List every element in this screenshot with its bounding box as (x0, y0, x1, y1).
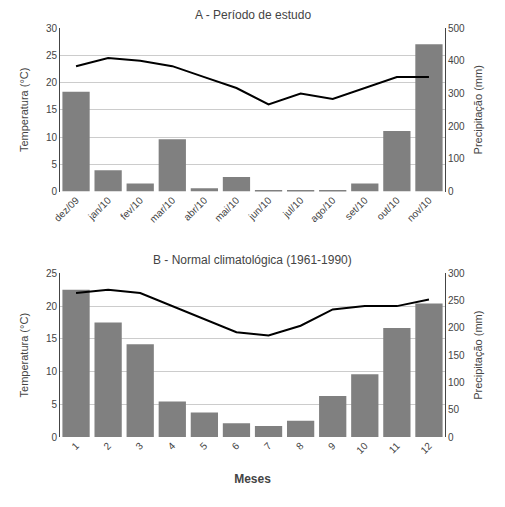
svg-text:300: 300 (448, 88, 465, 99)
svg-text:10: 10 (46, 366, 58, 377)
svg-text:jul/10: jul/10 (280, 194, 306, 220)
svg-text:20: 20 (46, 77, 58, 88)
svg-text:10: 10 (46, 132, 58, 143)
svg-text:30: 30 (46, 23, 58, 34)
svg-text:jun/10: jun/10 (246, 194, 274, 222)
svg-text:Precipitação (mm): Precipitação (mm) (473, 311, 485, 400)
svg-text:5: 5 (51, 399, 57, 410)
svg-text:Temperatura (°C): Temperatura (°C) (18, 313, 30, 397)
svg-text:2: 2 (101, 440, 113, 452)
svg-text:A - Período de estudo: A - Período de estudo (195, 8, 311, 22)
svg-text:12: 12 (418, 440, 434, 456)
svg-text:nov/10: nov/10 (405, 194, 434, 223)
svg-text:6: 6 (230, 440, 242, 452)
svg-text:Precipitação (mm): Precipitação (mm) (473, 65, 485, 154)
svg-text:8: 8 (294, 440, 306, 452)
svg-text:Temperatura (°C): Temperatura (°C) (18, 68, 30, 152)
svg-text:1: 1 (69, 440, 81, 452)
svg-text:mar/10: mar/10 (147, 194, 177, 224)
svg-text:250: 250 (448, 295, 465, 306)
svg-text:9: 9 (326, 440, 338, 452)
svg-text:0: 0 (51, 186, 57, 197)
svg-text:5: 5 (198, 440, 210, 452)
svg-text:100: 100 (448, 153, 465, 164)
svg-text:B - Normal climatológica (1961: B - Normal climatológica (1961-1990) (153, 253, 352, 267)
svg-text:abr/10: abr/10 (181, 194, 209, 222)
svg-text:out/10: out/10 (374, 194, 402, 222)
svg-text:100: 100 (448, 377, 465, 388)
svg-text:Meses: Meses (234, 472, 271, 486)
svg-text:15: 15 (46, 104, 58, 115)
svg-text:0: 0 (51, 432, 57, 443)
svg-text:400: 400 (448, 55, 465, 66)
svg-text:50: 50 (448, 404, 460, 415)
svg-text:mai/10: mai/10 (212, 194, 241, 223)
svg-text:200: 200 (448, 121, 465, 132)
svg-text:200: 200 (448, 322, 465, 333)
svg-text:set/10: set/10 (343, 194, 370, 221)
svg-text:3: 3 (133, 440, 145, 452)
svg-text:dez/09: dez/09 (52, 194, 81, 223)
svg-text:ago/10: ago/10 (308, 194, 338, 224)
svg-text:25: 25 (46, 50, 58, 61)
svg-text:4: 4 (166, 440, 178, 452)
svg-text:10: 10 (354, 440, 370, 456)
svg-text:5: 5 (51, 159, 57, 170)
svg-text:20: 20 (46, 301, 58, 312)
svg-text:0: 0 (448, 432, 454, 443)
svg-text:15: 15 (46, 333, 58, 344)
svg-text:300: 300 (448, 268, 465, 279)
svg-text:jan/10: jan/10 (85, 194, 113, 222)
svg-text:150: 150 (448, 350, 465, 361)
svg-text:11: 11 (387, 440, 402, 455)
svg-text:7: 7 (262, 440, 274, 452)
svg-text:fev/10: fev/10 (118, 194, 145, 221)
svg-text:0: 0 (448, 186, 454, 197)
svg-text:500: 500 (448, 23, 465, 34)
svg-text:25: 25 (46, 268, 58, 279)
